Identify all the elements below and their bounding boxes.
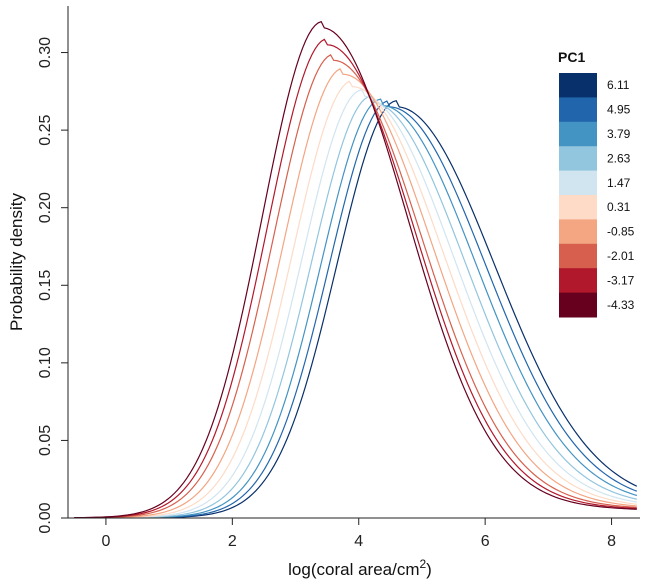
y-ticks: 0.00 0.05 0.10 0.15 0.20 0.25 0.30	[37, 37, 68, 534]
legend-label: -3.17	[607, 273, 635, 287]
x-axis-title-suffix: )	[426, 560, 432, 579]
y-tick-label: 0.15	[37, 270, 54, 301]
plot-frame	[67, 6, 640, 519]
y-tick-label: 0.20	[37, 192, 54, 223]
legend-swatch	[559, 292, 597, 318]
series-line-2.63	[74, 95, 637, 519]
legend-label: 3.79	[607, 127, 631, 141]
series-line--2.01	[74, 54, 637, 519]
legend-swatch	[559, 243, 597, 269]
y-tick-label: 0.30	[37, 37, 54, 68]
legend: PC1 6.11 4.95 3.79 2.63 1.47 0.31 -0.85 -2.01 -3…	[558, 49, 635, 318]
legend-title: PC1	[558, 49, 585, 65]
x-tick-label: 8	[607, 533, 616, 550]
y-axis-title: Probability density	[7, 193, 26, 331]
y-tick-label: 0.25	[37, 114, 54, 145]
series-line-4.95	[74, 100, 638, 519]
legend-label: -4.33	[607, 298, 635, 312]
y-tick-label: 0.05	[37, 425, 54, 456]
x-tick-label: 6	[481, 533, 490, 550]
legend-label: 0.31	[607, 200, 631, 214]
legend-swatch	[559, 146, 597, 172]
legend-swatch	[559, 268, 597, 294]
x-axis-title-superscript: 2	[419, 557, 426, 571]
series-line--3.17	[74, 38, 637, 519]
legend-label: -2.01	[607, 249, 635, 263]
series-line--4.33	[74, 20, 637, 519]
x-ticks: 0 2 4 6 8	[101, 518, 616, 550]
series-line-3.79	[74, 98, 638, 519]
x-tick-label: 2	[228, 533, 237, 550]
series-line--0.85	[74, 68, 637, 519]
legend-label: -0.85	[607, 225, 635, 239]
y-tick-label: 0.10	[37, 347, 54, 378]
density-curves	[74, 20, 638, 519]
legend-label: 4.95	[607, 103, 631, 117]
series-line-1.47	[74, 89, 637, 519]
legend-label: 1.47	[607, 176, 631, 190]
x-tick-label: 0	[101, 533, 110, 550]
legend-label: 6.11	[607, 78, 630, 92]
legend-swatch	[559, 170, 597, 196]
legend-swatch	[559, 121, 597, 147]
y-tick-label: 0.00	[37, 502, 54, 533]
x-axis-title-main: log(coral area/cm	[288, 560, 419, 579]
legend-swatch	[559, 73, 597, 98]
legend-swatch	[559, 97, 597, 123]
legend-label: 2.63	[607, 151, 631, 165]
x-axis-title: log(coral area/cm2)	[288, 557, 432, 579]
legend-swatch	[559, 195, 597, 220]
legend-swatch	[559, 219, 597, 245]
series-line-0.31	[74, 80, 637, 519]
x-tick-label: 4	[354, 533, 363, 550]
